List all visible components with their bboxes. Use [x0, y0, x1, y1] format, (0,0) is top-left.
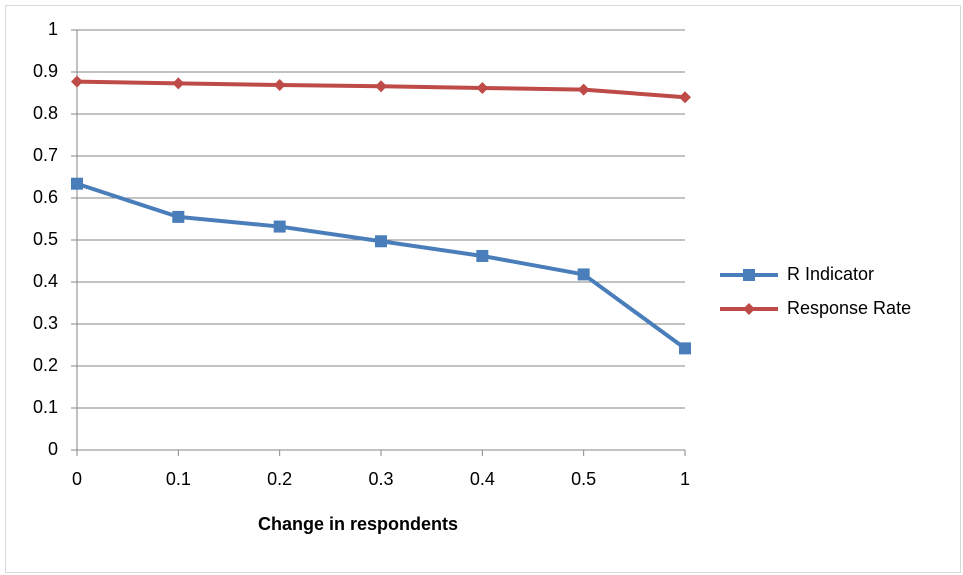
legend-label: R Indicator: [787, 264, 874, 284]
y-tick-label: 0.9: [33, 61, 58, 81]
marker: [172, 77, 185, 90]
x-tick-label: 1: [680, 469, 690, 489]
x-tick-label: 0.5: [571, 469, 596, 489]
y-tick-label: 0.8: [33, 103, 58, 123]
x-tick-label: 0: [72, 469, 82, 489]
marker: [476, 249, 489, 262]
marker: [375, 235, 387, 248]
y-tick-label: 0.3: [33, 313, 58, 333]
legend-marker: [743, 303, 755, 315]
y-tick-label: 0.5: [33, 229, 58, 249]
marker: [273, 79, 286, 92]
x-tick-label: 0.1: [166, 469, 191, 489]
y-tick-label: 0.4: [33, 271, 58, 291]
y-tick-label: 0.1: [33, 397, 58, 417]
y-tick-label: 0.2: [33, 355, 58, 375]
marker: [172, 210, 185, 223]
marker: [577, 268, 590, 281]
marker: [679, 342, 691, 355]
marker: [476, 81, 489, 94]
chart-border: [5, 5, 961, 573]
x-tick-label: 0.2: [267, 469, 292, 489]
marker: [71, 177, 83, 190]
marker: [679, 91, 691, 104]
y-tick-label: 0.7: [33, 145, 58, 165]
x-tick-label: 0.4: [470, 469, 495, 489]
marker: [273, 220, 286, 233]
marker: [71, 75, 83, 88]
y-tick-label: 0.6: [33, 187, 58, 207]
marker: [577, 83, 590, 96]
marker: [375, 80, 387, 93]
y-tick-label: 0: [48, 439, 58, 459]
legend-label: Response Rate: [787, 298, 911, 318]
x-axis-title: Change in respondents: [258, 514, 458, 534]
x-tick-label: 0.3: [368, 469, 393, 489]
y-tick-label: 1: [48, 19, 58, 39]
legend-marker: [743, 269, 755, 281]
